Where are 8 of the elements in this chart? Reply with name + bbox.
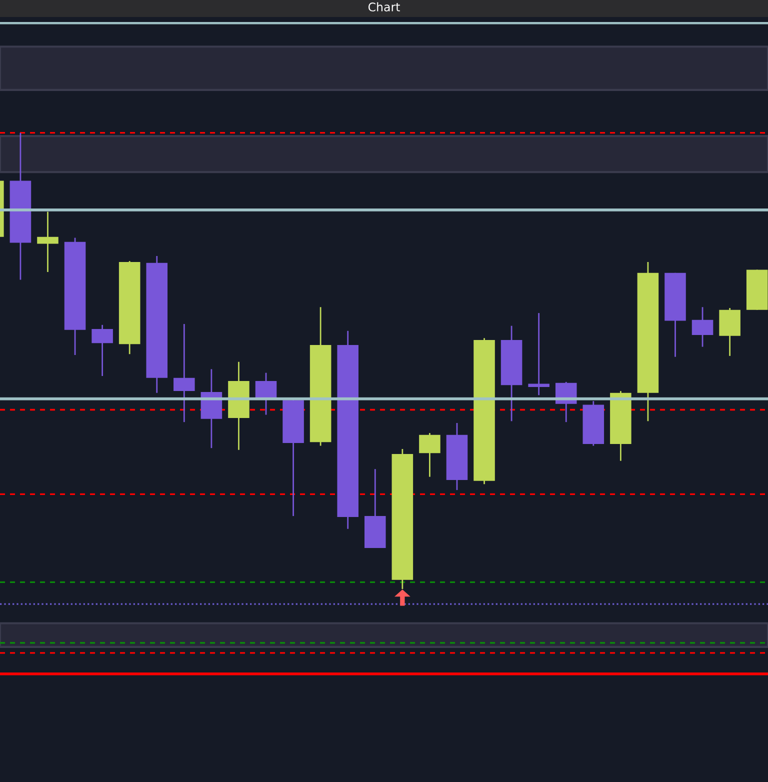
candlestick [419,432,440,478]
candlestick [692,306,714,348]
candlestick [92,324,113,377]
candlestick [174,323,195,423]
chart-title: Chart [368,2,400,12]
candlestick [37,211,58,273]
candlestick [528,312,550,396]
candlestick [255,372,277,416]
